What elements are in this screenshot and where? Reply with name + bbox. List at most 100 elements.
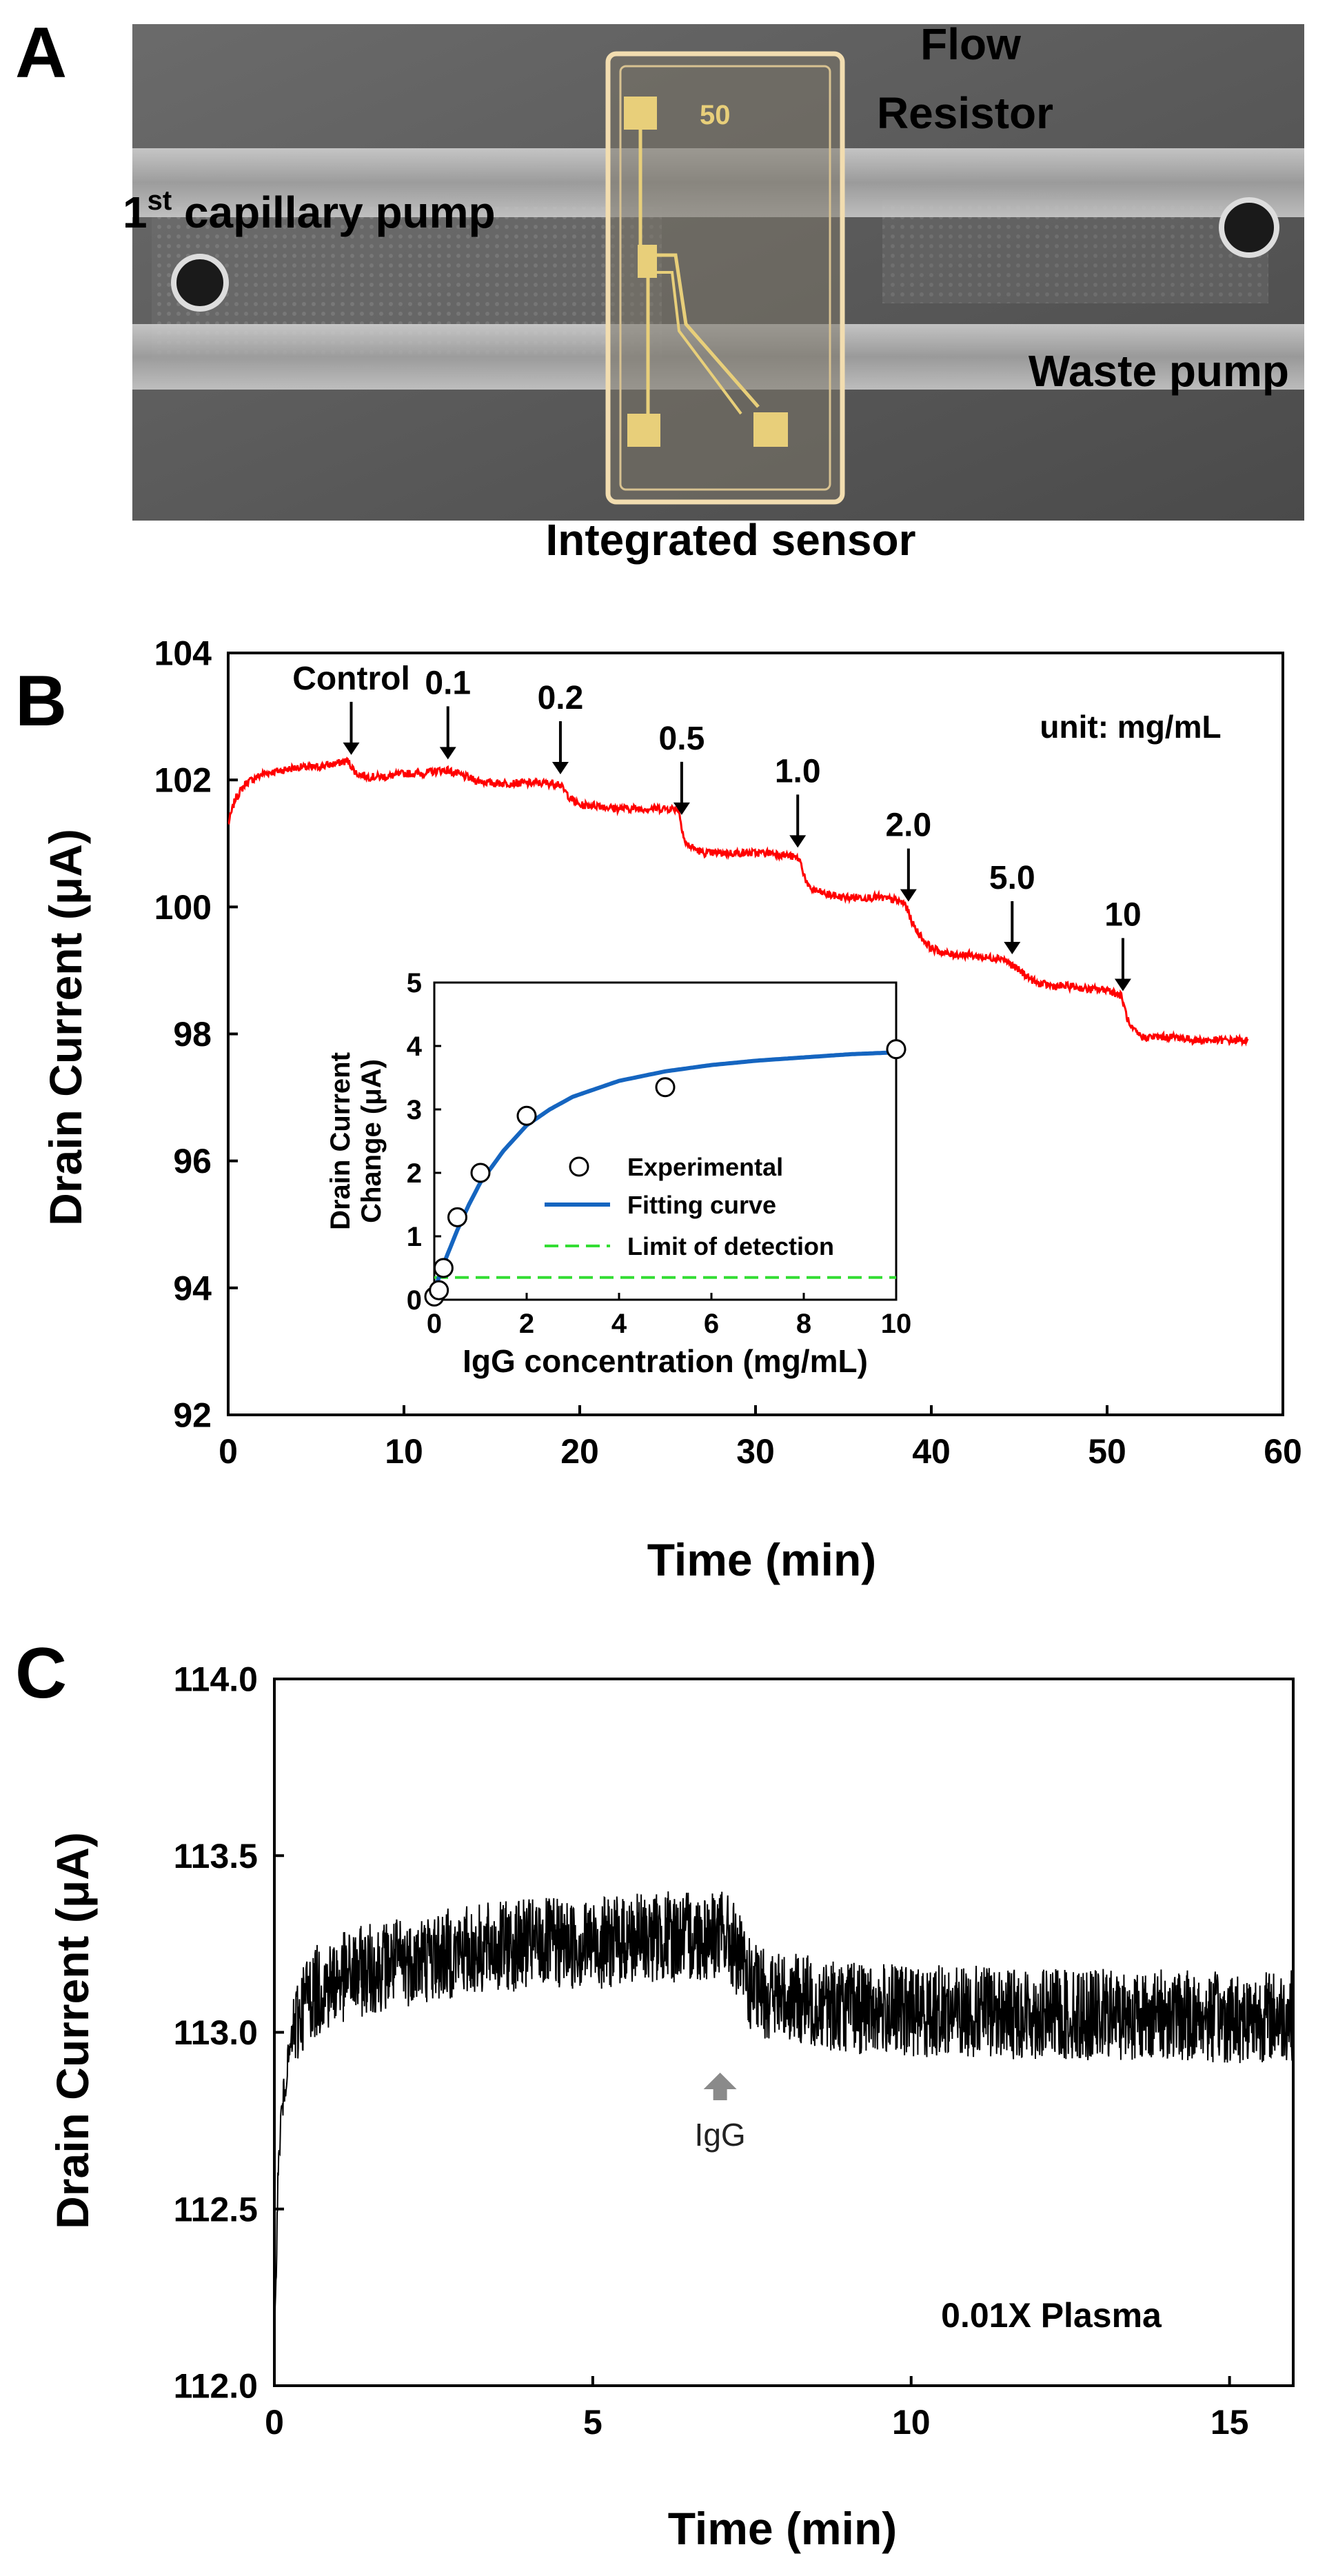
panel-b-x-axis-title: Time (min)	[647, 1534, 876, 1585]
panel-b-annotation-6: 5.0	[989, 860, 1035, 896]
inset-y-tick-label: 2	[407, 1158, 422, 1189]
chip-mark: 50	[700, 100, 731, 130]
capillary-pump-label-text: capillary pump	[172, 188, 495, 237]
panel-b-x-tick-label: 20	[560, 1432, 599, 1471]
inset-series	[432, 1050, 897, 1291]
panel-b-arrow-head-7	[1114, 978, 1131, 992]
inset-x-tick-label: 4	[611, 1309, 627, 1339]
panel-b-unit-note: unit: mg/mL	[1040, 709, 1221, 745]
panel-b-x-tick-label: 30	[736, 1432, 775, 1471]
inset-x-tick-label: 6	[704, 1309, 719, 1339]
panel-c-y-tick-label: 112.5	[174, 2190, 258, 2228]
panel-c-y-tick-label: 113.0	[174, 2013, 258, 2052]
inset-y-axis-title-2: Change (μA)	[356, 1059, 387, 1223]
legend-fit: Fitting curve	[627, 1191, 776, 1219]
panel-c-y-tick-label: 114.0	[174, 1660, 258, 1699]
inset-data-point	[433, 1258, 454, 1278]
inset-x-axis-title: IgG concentration (mg/mL)	[463, 1343, 868, 1379]
inset-x-tick-label: 0	[427, 1309, 442, 1339]
panel-c-igg-arrow	[703, 2073, 737, 2100]
panel-b-arrow-head-2	[551, 762, 569, 775]
inset-x-tick-label: 2	[519, 1309, 534, 1339]
panel-b-annotation-2: 0.2	[538, 680, 584, 716]
panel-b-x-tick-label: 40	[912, 1432, 951, 1471]
inset-x-tick-label: 8	[796, 1309, 811, 1339]
flow-resistor-label-2: Resistor	[877, 88, 1053, 138]
panel-b-y-tick-label: 98	[173, 1015, 212, 1054]
panel-b-x-tick-label: 60	[1264, 1432, 1302, 1471]
panel-c: C 0 5 10 15 112.0 112.5 113.0 113.5 114.0 IgG 0.…	[15, 1633, 1295, 2554]
inset-data-point	[447, 1207, 467, 1227]
panel-b-y-tick-label: 92	[173, 1396, 212, 1435]
capillary-pump-label-sup: st	[148, 185, 172, 216]
panel-c-y-tick-label: 113.5	[174, 1837, 258, 1875]
inset-data-point	[655, 1077, 676, 1098]
inset-y-tick-label: 0	[407, 1285, 422, 1316]
panel-b-y-tick-label: 100	[154, 888, 212, 927]
capillary-pump-label: 1st capillary pump	[123, 185, 496, 237]
panel-b-annotation-1: 0.1	[425, 665, 471, 701]
panel-b-annotation-7: 10	[1104, 896, 1141, 933]
inset-y-axis-title-1: Drain Current	[325, 1052, 356, 1230]
legend-lod: Limit of detection	[627, 1232, 834, 1260]
inset-y-tick-label: 4	[407, 1032, 423, 1062]
panel-b-annotations: Control 0.1 0.2 0.5 1.0 2.0 5.0 10	[292, 661, 1142, 992]
legend-experimental: Experimental	[627, 1153, 783, 1181]
panel-c-y-tick-label: 112.0	[174, 2367, 258, 2406]
inset-y-tick-label: 5	[407, 968, 422, 998]
panel-b-y-tick-label: 94	[173, 1269, 212, 1307]
panel-b-y-tick-label: 102	[154, 761, 212, 800]
inset-legend: Experimental Fitting curve Limit of dete…	[545, 1153, 834, 1260]
inset-axes: 0 2 4 6 8 10 0 1 2 3 4 5	[407, 968, 912, 1339]
panel-b-x-tick-label: 50	[1088, 1432, 1126, 1471]
flow-resistor-label-1: Flow	[920, 19, 1021, 69]
panel-c-x-tick-label: 15	[1210, 2403, 1249, 2442]
panel-b-annotation-4: 1.0	[775, 753, 821, 789]
panel-c-current-trace	[274, 1891, 1294, 2352]
inset-x-tick-label: 10	[881, 1309, 912, 1339]
inset-data-point	[470, 1163, 491, 1183]
panel-c-x-tick-label: 0	[265, 2403, 284, 2442]
panel-c-x-tick-label: 5	[583, 2403, 602, 2442]
panel-b-annotation-0: Control	[292, 661, 410, 697]
panel-b-arrow-head-3	[673, 802, 690, 815]
panel-b-arrow-head-0	[343, 742, 360, 755]
panel-c-series	[274, 1891, 1294, 2352]
panel-b-current-trace	[227, 756, 1249, 1047]
panel-b-series	[227, 756, 1249, 1047]
inset-data-point	[886, 1039, 906, 1060]
capillary-pump-label-num: 1	[123, 188, 148, 237]
panel-c-annotations: IgG	[695, 2073, 746, 2153]
panel-c-note: 0.01X Plasma	[941, 2296, 1162, 2335]
panel-c-letter: C	[15, 1633, 67, 1713]
panel-a-letter: A	[15, 13, 67, 93]
legend-experimental-marker	[569, 1156, 589, 1177]
panel-b-annotation-5: 2.0	[885, 807, 931, 844]
panel-c-y-axis-title: Drain Current (μA)	[47, 1832, 98, 2229]
panel-c-x-axis-title: Time (min)	[668, 2503, 897, 2554]
inset-fit-curve	[432, 1050, 897, 1291]
panel-b-letter: B	[15, 661, 67, 741]
inset-y-tick-label: 1	[407, 1222, 422, 1252]
panel-b-annotation-3: 0.5	[659, 721, 705, 757]
panel-a: 50 A Flow Resistor 1st capillary pump Wa…	[15, 13, 1304, 565]
integrated-sensor-label: Integrated sensor	[545, 515, 915, 565]
panel-b-y-axis-title: Drain Current (μA)	[40, 829, 91, 1226]
panel-c-igg-label: IgG	[695, 2117, 746, 2153]
inset-points	[424, 1039, 906, 1307]
panel-b-arrow-head-6	[1004, 942, 1021, 955]
inset-plot-frame	[433, 981, 898, 1301]
panel-b-arrow-head-5	[900, 889, 917, 902]
panel-b-arrow-head-4	[789, 835, 807, 848]
panel-c-axes: 0 5 10 15 112.0 112.5 113.0 113.5 114.0	[174, 1660, 1249, 2442]
inset-data-point	[516, 1105, 537, 1126]
panel-b-y-tick-label: 104	[154, 634, 212, 673]
inset-y-tick-label: 3	[407, 1095, 422, 1125]
inset-data-point	[429, 1280, 449, 1300]
device-photo: 50	[132, 24, 1304, 521]
panel-c-x-tick-label: 10	[892, 2403, 931, 2442]
